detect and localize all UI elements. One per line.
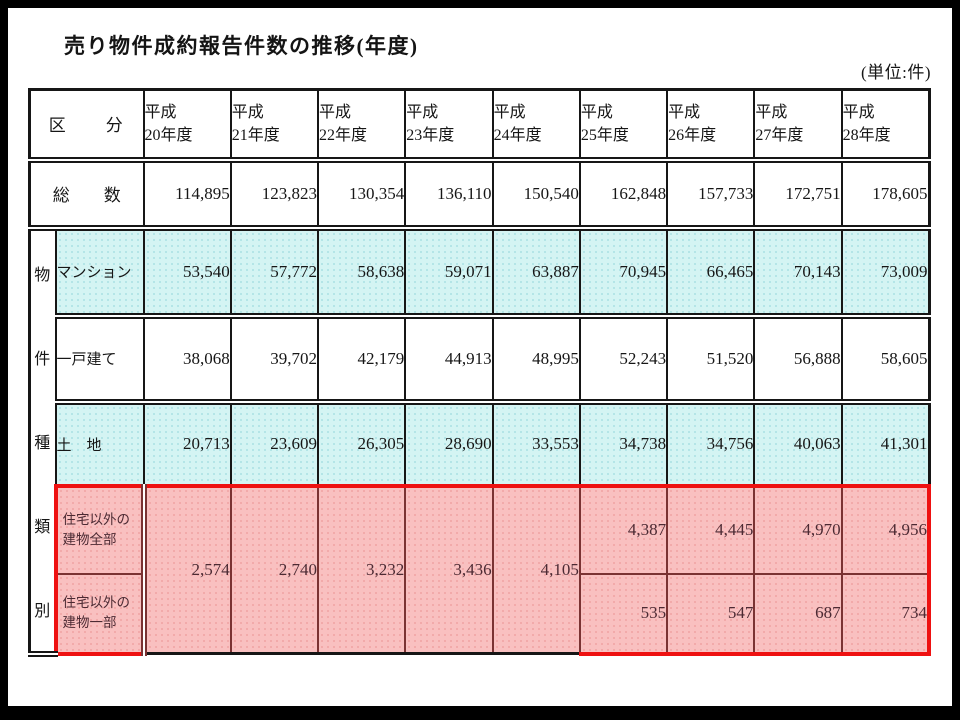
nonresidential-part-value: 535 bbox=[578, 572, 669, 656]
year-header-h20: 平成 20年度 bbox=[142, 88, 232, 163]
detached-house-value: 51,520 bbox=[666, 314, 756, 405]
group-label-char: 別 bbox=[34, 602, 51, 620]
nonresidential-part-value: 687 bbox=[753, 572, 843, 656]
mansion-value: 57,772 bbox=[229, 226, 320, 319]
page-title: 売り物件成約報告件数の推移(年度) bbox=[64, 34, 419, 58]
detached-house-row: 一戸建て 38,068 39,702 42,179 44,913 48,995 … bbox=[30, 314, 931, 405]
year-header-h24: 平成 24年度 bbox=[491, 88, 581, 163]
total-value: 162,848 bbox=[578, 158, 669, 231]
nonresidential-part-value: 734 bbox=[840, 572, 932, 656]
nonresidential-full-value: 4,970 bbox=[753, 483, 843, 575]
detached-house-value: 58,605 bbox=[840, 314, 931, 405]
group-label-char: 種 bbox=[34, 434, 51, 452]
detached-house-value: 52,243 bbox=[578, 314, 669, 405]
land-value: 34,738 bbox=[578, 400, 669, 487]
mansion-value: 53,540 bbox=[142, 226, 232, 319]
group-label-char: 類 bbox=[34, 518, 51, 536]
nonresidential-merged-value: 3,436 bbox=[404, 483, 494, 655]
mansion-row: 物 件 種 類 別 マンション 53,540 57,772 58,638 59,… bbox=[28, 226, 931, 657]
land-value: 40,063 bbox=[753, 400, 843, 487]
total-value: 157,733 bbox=[666, 158, 756, 231]
land-value: 33,553 bbox=[491, 400, 581, 487]
total-row-label: 総 数 bbox=[28, 158, 145, 231]
detached-house-value: 42,179 bbox=[317, 314, 407, 405]
nonresidential-merged-value: 3,232 bbox=[317, 483, 407, 655]
year-header-h27: 平成 27年度 bbox=[753, 88, 843, 163]
land-value: 23,609 bbox=[229, 400, 320, 487]
nonresidential-full-value: 4,956 bbox=[840, 483, 932, 575]
land-value: 41,301 bbox=[840, 400, 931, 487]
land-value: 26,305 bbox=[317, 400, 407, 487]
total-value: 150,540 bbox=[491, 158, 581, 231]
nonresidential-full-label: 住宅以外の 建物全部 bbox=[53, 483, 147, 575]
corner-header: 区 分 bbox=[28, 88, 145, 163]
mansion-value: 63,887 bbox=[491, 226, 581, 319]
nonresidential-merged-value: 2,740 bbox=[229, 483, 320, 655]
year-header-h23: 平成 23年度 bbox=[404, 88, 494, 163]
unit-label: (単位:件) bbox=[860, 63, 931, 82]
total-value: 114,895 bbox=[142, 158, 232, 231]
total-value: 136,110 bbox=[404, 158, 494, 231]
nonresidential-part-label: 住宅以外の 建物一部 bbox=[53, 572, 147, 656]
year-header-h25: 平成 25年度 bbox=[578, 88, 669, 163]
nonresidential-part-value: 547 bbox=[666, 572, 756, 656]
year-header-h21: 平成 21年度 bbox=[229, 88, 320, 163]
land-value: 28,690 bbox=[404, 400, 494, 487]
group-label-char: 件 bbox=[34, 350, 51, 368]
year-header-h28: 平成 28年度 bbox=[840, 88, 931, 163]
total-value: 130,354 bbox=[317, 158, 407, 231]
detached-house-value: 38,068 bbox=[142, 314, 232, 405]
detached-house-value: 39,702 bbox=[229, 314, 320, 405]
total-value: 178,605 bbox=[840, 158, 931, 231]
nonresidential-full-value: 4,387 bbox=[578, 483, 669, 575]
land-row-label: 土 地 bbox=[54, 400, 145, 487]
mansion-value: 73,009 bbox=[840, 226, 931, 319]
land-value: 34,756 bbox=[666, 400, 756, 487]
mansion-value: 59,071 bbox=[404, 226, 494, 319]
total-value: 172,751 bbox=[753, 158, 843, 231]
detached-house-value: 56,888 bbox=[753, 314, 843, 405]
nonresidential-merged-value: 4,105 bbox=[491, 483, 581, 655]
year-header-h22: 平成 22年度 bbox=[317, 88, 407, 163]
property-type-group-label: 物 件 種 類 別 bbox=[28, 226, 57, 657]
nonresidential-part-row: 住宅以外の 建物一部 535 547 687 734 bbox=[30, 572, 932, 656]
land-value: 20,713 bbox=[142, 400, 232, 487]
detached-house-value: 48,995 bbox=[491, 314, 581, 405]
year-header-h26: 平成 26年度 bbox=[666, 88, 756, 163]
page: 売り物件成約報告件数の推移(年度) (単位:件) 区 分 平成 20年度 平成 … bbox=[8, 8, 952, 706]
header-row: 区 分 平成 20年度 平成 21年度 平成 22年度 平成 23年度 平成 2… bbox=[28, 88, 931, 163]
mansion-value: 66,465 bbox=[666, 226, 756, 319]
mansion-value: 70,143 bbox=[753, 226, 843, 319]
sales-report-table: 区 分 平成 20年度 平成 21年度 平成 22年度 平成 23年度 平成 2… bbox=[28, 88, 932, 657]
mansion-row-label: マンション bbox=[54, 226, 145, 319]
land-row: 土 地 20,713 23,609 26,305 28,690 33,553 3… bbox=[30, 400, 931, 487]
nonresidential-merged-value: 2,574 bbox=[142, 483, 232, 655]
total-row: 総 数 114,895 123,823 130,354 136,110 150,… bbox=[28, 158, 931, 231]
nonresidential-full-row: 住宅以外の 建物全部 2,574 2,740 3,232 3,436 4,105… bbox=[30, 483, 932, 655]
detached-house-row-label: 一戸建て bbox=[54, 314, 145, 405]
detached-house-value: 44,913 bbox=[404, 314, 494, 405]
group-label-char: 物 bbox=[34, 266, 51, 284]
mansion-value: 70,945 bbox=[578, 226, 669, 319]
total-value: 123,823 bbox=[229, 158, 320, 231]
nonresidential-full-value: 4,445 bbox=[666, 483, 756, 575]
mansion-value: 58,638 bbox=[317, 226, 407, 319]
